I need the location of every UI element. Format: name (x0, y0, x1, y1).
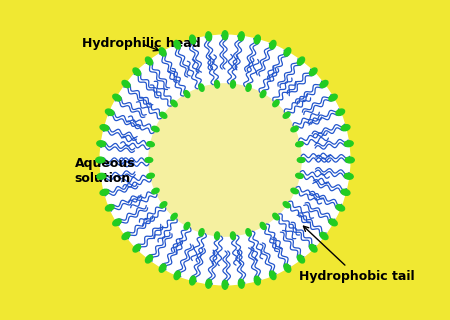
Ellipse shape (145, 157, 153, 163)
Ellipse shape (160, 202, 167, 208)
Ellipse shape (96, 157, 105, 163)
Ellipse shape (174, 271, 180, 280)
Ellipse shape (341, 189, 350, 195)
Ellipse shape (171, 100, 177, 107)
Ellipse shape (184, 222, 190, 229)
Ellipse shape (147, 142, 154, 147)
Ellipse shape (341, 125, 350, 131)
Ellipse shape (100, 189, 109, 195)
Ellipse shape (97, 173, 106, 179)
Text: Hydrophobic tail: Hydrophobic tail (299, 226, 414, 283)
Text: Hydrophilic head: Hydrophilic head (82, 37, 201, 51)
Ellipse shape (254, 276, 261, 285)
Ellipse shape (336, 109, 345, 116)
Ellipse shape (133, 68, 140, 76)
Ellipse shape (320, 232, 328, 240)
Ellipse shape (320, 80, 328, 88)
Ellipse shape (113, 94, 121, 101)
Ellipse shape (329, 219, 337, 226)
Ellipse shape (133, 244, 140, 252)
Ellipse shape (147, 173, 154, 178)
Ellipse shape (246, 229, 251, 236)
Ellipse shape (310, 68, 317, 76)
Ellipse shape (189, 276, 196, 285)
Ellipse shape (273, 213, 279, 220)
Ellipse shape (291, 188, 298, 194)
Ellipse shape (184, 91, 190, 98)
Ellipse shape (222, 31, 228, 40)
Ellipse shape (238, 279, 244, 288)
Ellipse shape (122, 232, 130, 240)
Ellipse shape (329, 94, 337, 101)
Circle shape (100, 35, 350, 285)
Ellipse shape (291, 126, 298, 132)
Ellipse shape (296, 173, 303, 178)
Ellipse shape (97, 141, 106, 147)
Ellipse shape (152, 188, 159, 194)
Ellipse shape (122, 80, 130, 88)
Ellipse shape (297, 157, 305, 163)
Ellipse shape (215, 80, 220, 88)
Ellipse shape (238, 32, 244, 41)
Ellipse shape (113, 219, 121, 226)
Ellipse shape (284, 48, 291, 56)
Ellipse shape (230, 80, 235, 88)
Ellipse shape (152, 126, 159, 132)
Ellipse shape (336, 204, 345, 211)
Ellipse shape (345, 157, 354, 163)
Ellipse shape (189, 35, 196, 44)
Ellipse shape (160, 112, 167, 118)
Ellipse shape (174, 40, 180, 49)
Ellipse shape (230, 232, 235, 240)
Ellipse shape (260, 222, 266, 229)
Ellipse shape (222, 280, 228, 289)
Ellipse shape (273, 100, 279, 107)
Ellipse shape (283, 112, 290, 118)
Ellipse shape (199, 229, 204, 236)
Text: Aqueous
solution: Aqueous solution (75, 156, 135, 185)
Ellipse shape (297, 255, 305, 263)
Ellipse shape (283, 202, 290, 208)
Ellipse shape (100, 125, 109, 131)
Ellipse shape (171, 213, 177, 220)
Ellipse shape (105, 204, 114, 211)
Ellipse shape (215, 232, 220, 240)
Ellipse shape (296, 142, 303, 147)
Ellipse shape (310, 244, 317, 252)
Ellipse shape (145, 255, 153, 263)
Ellipse shape (344, 141, 353, 147)
Ellipse shape (284, 264, 291, 272)
Ellipse shape (199, 84, 204, 91)
Ellipse shape (270, 40, 276, 49)
Ellipse shape (145, 57, 153, 65)
Ellipse shape (260, 91, 266, 98)
Ellipse shape (206, 279, 212, 288)
Ellipse shape (159, 48, 166, 56)
Ellipse shape (344, 173, 353, 179)
Ellipse shape (246, 84, 251, 91)
Ellipse shape (254, 35, 261, 44)
Ellipse shape (159, 264, 166, 272)
Ellipse shape (206, 32, 212, 41)
Circle shape (149, 84, 301, 236)
Ellipse shape (105, 109, 114, 116)
Ellipse shape (297, 57, 305, 65)
Ellipse shape (270, 271, 276, 280)
